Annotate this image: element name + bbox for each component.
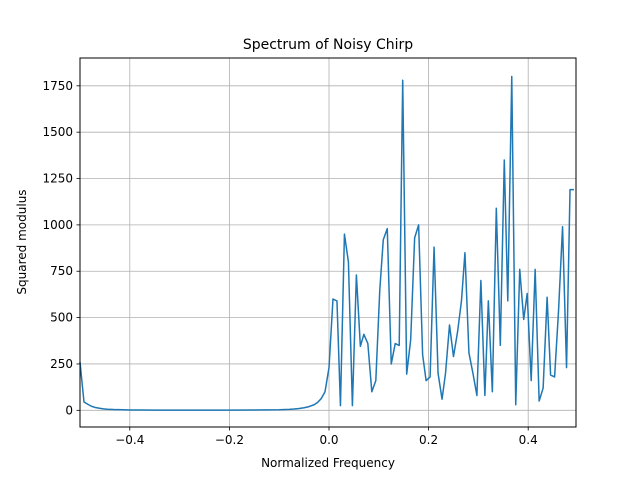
y-tick-label: 1500 [42, 125, 73, 139]
y-tick-label: 500 [50, 311, 73, 325]
x-tick-label: −0.2 [215, 433, 244, 447]
y-tick-label: 250 [50, 357, 73, 371]
x-tick-label: 0.0 [319, 433, 338, 447]
x-tick-label: 0.4 [519, 433, 538, 447]
x-axis-label: Normalized Frequency [261, 456, 395, 470]
y-tick-label: 0 [65, 403, 73, 417]
y-tick-label: 1750 [42, 79, 73, 93]
y-tick-label: 1000 [42, 218, 73, 232]
y-axis-label: Squared modulus [15, 189, 29, 294]
y-tick-label: 1250 [42, 172, 73, 186]
y-axis: 0 250 500 750 1000 1250 1500 1750 [42, 79, 80, 417]
plot-area [79, 75, 575, 411]
spectrum-line [79, 75, 575, 411]
x-tick-label: 0.2 [419, 433, 438, 447]
chart-title: Spectrum of Noisy Chirp [243, 37, 413, 53]
axes-frame [79, 57, 577, 428]
y-tick-label: 750 [50, 264, 73, 278]
grid-lines [80, 58, 576, 427]
x-tick-label: −0.4 [115, 433, 144, 447]
x-axis: −0.4 −0.2 0.0 0.2 0.4 [115, 427, 538, 447]
